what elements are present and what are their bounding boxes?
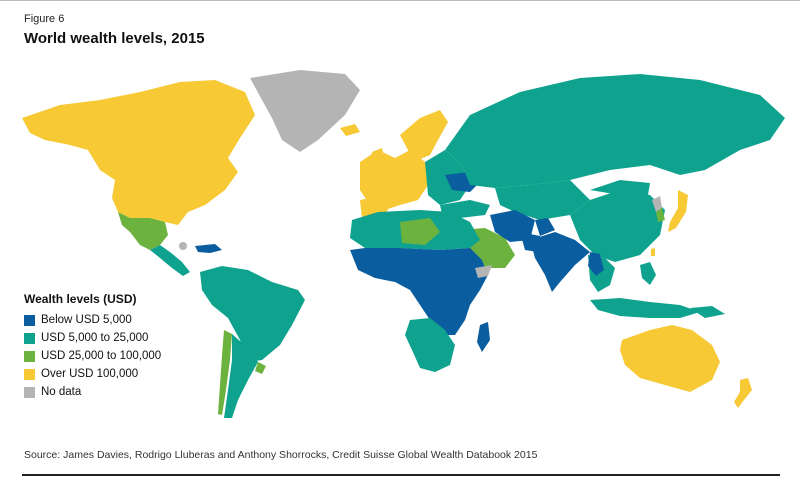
region-australia: [620, 325, 720, 392]
region-caribbean: [195, 244, 222, 253]
region-indonesia: [590, 298, 700, 318]
bottom-rule: [22, 474, 780, 476]
legend-swatch: [24, 386, 35, 398]
top-rule: [0, 0, 800, 1]
source-note: Source: James Davies, Rodrigo Lluberas a…: [24, 449, 538, 461]
legend-swatch: [24, 368, 35, 380]
region-madagascar: [477, 322, 490, 352]
legend-label: USD 25,000 to 100,000: [41, 350, 162, 362]
legend-item-over-100000: Over USD 100,000: [24, 365, 161, 383]
legend: Wealth levels (USD) Below USD 5,000 USD …: [24, 292, 161, 401]
legend-swatch: [24, 350, 35, 362]
legend-swatch: [24, 314, 35, 326]
region-myanmar: [588, 252, 604, 276]
region-scandinavia: [400, 110, 448, 160]
region-argentina: [224, 334, 258, 418]
legend-label: No data: [41, 386, 82, 398]
legend-item-below-5000: Below USD 5,000: [24, 311, 161, 329]
region-libya: [400, 218, 440, 245]
region-korea: [652, 196, 662, 212]
legend-title: Wealth levels (USD): [24, 292, 137, 306]
region-afghanistan: [535, 218, 555, 236]
region-chile: [218, 330, 232, 415]
region-india: [530, 232, 590, 292]
region-sub-saharan-africa: [350, 248, 488, 335]
region-caribbean-no-data: [179, 242, 187, 250]
region-uk: [370, 148, 385, 170]
region-japan: [668, 190, 688, 232]
region-mexico: [118, 212, 168, 250]
region-north-america: [22, 80, 255, 225]
region-south-korea: [656, 208, 665, 222]
legend-label: Over USD 100,000: [41, 368, 139, 380]
region-pakistan: [520, 232, 540, 252]
region-iceland: [340, 124, 360, 136]
figure-label: Figure 6: [24, 13, 65, 25]
region-central-america: [150, 245, 190, 276]
region-taiwan: [651, 248, 655, 256]
legend-swatch: [24, 332, 35, 344]
legend-label: Below USD 5,000: [41, 314, 132, 326]
legend-item-25000-100000: USD 25,000 to 100,000: [24, 347, 161, 365]
region-new-zealand: [734, 378, 752, 408]
region-new-guinea: [690, 306, 725, 318]
region-central-asia: [495, 180, 590, 220]
region-china: [570, 190, 665, 262]
region-mongolia: [590, 180, 650, 195]
region-greenland: [250, 70, 360, 152]
legend-label: USD 5,000 to 25,000: [41, 332, 149, 344]
region-philippines: [640, 262, 656, 285]
region-russia: [445, 74, 785, 188]
legend-item-5000-25000: USD 5,000 to 25,000: [24, 329, 161, 347]
legend-item-no-data: No data: [24, 383, 161, 401]
region-uruguay: [255, 362, 266, 374]
region-south-america-brazil: [200, 266, 305, 362]
map-title: World wealth levels, 2015: [24, 30, 205, 47]
region-southern-africa: [405, 318, 455, 372]
region-horn-of-africa: [475, 265, 492, 278]
